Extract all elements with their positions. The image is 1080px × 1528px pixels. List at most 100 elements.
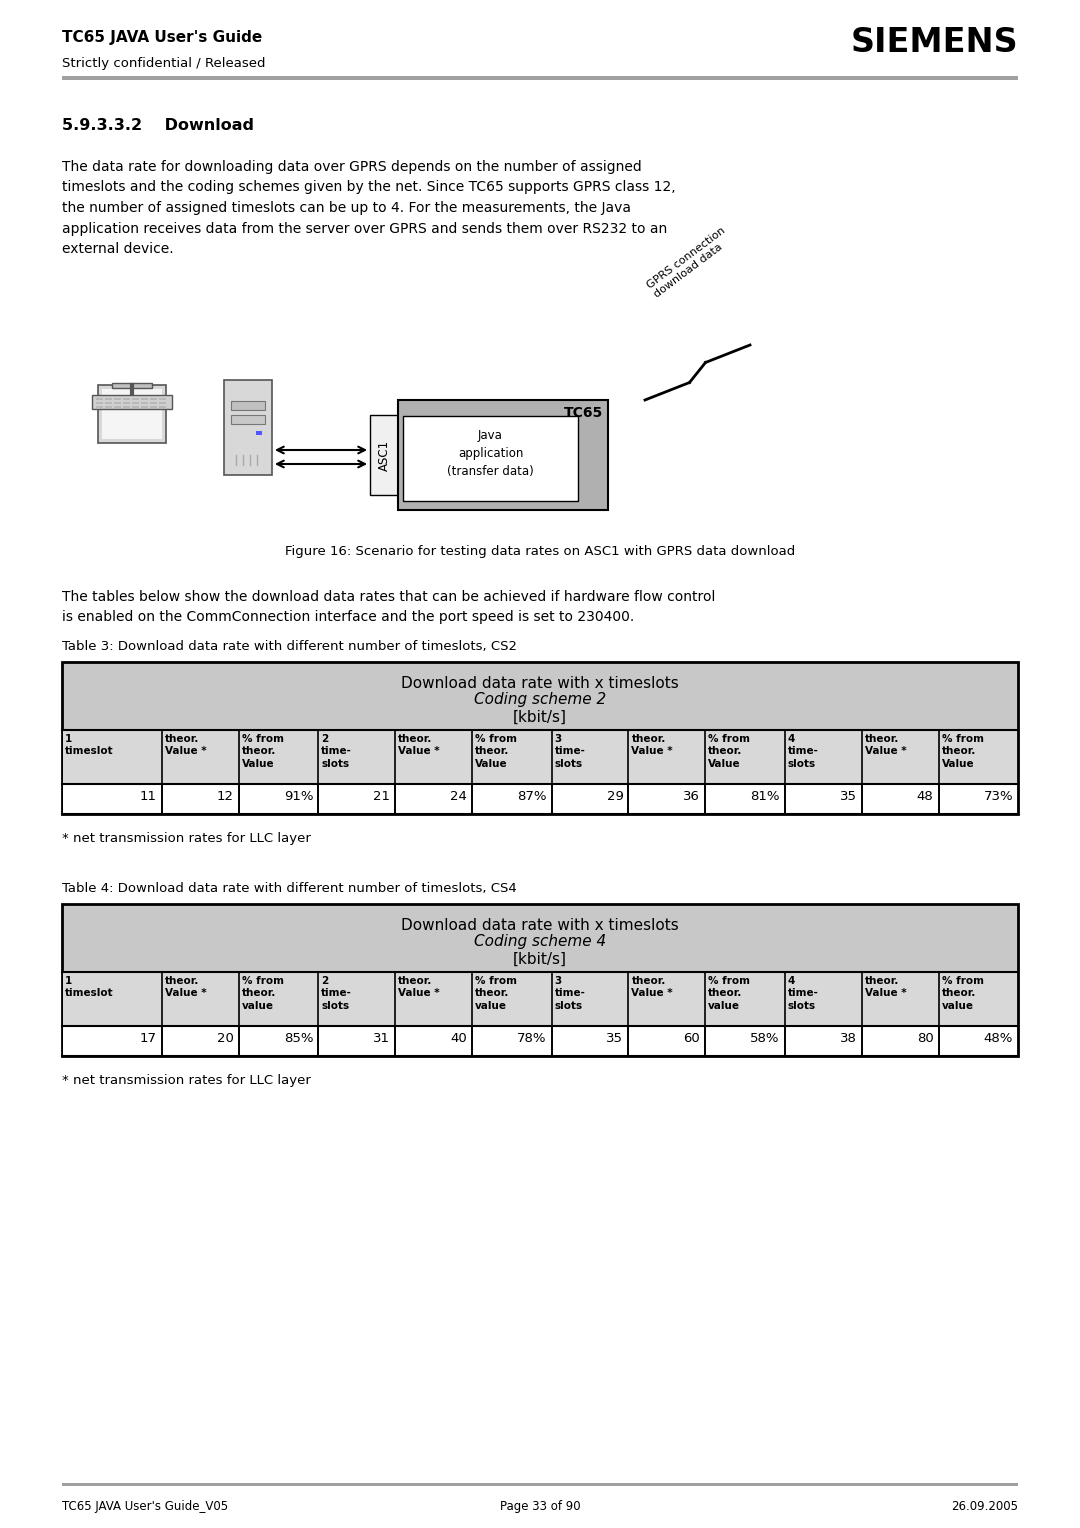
Bar bbox=[159, 402, 166, 403]
Bar bbox=[105, 397, 112, 400]
Bar bbox=[114, 406, 121, 408]
Text: theor.
Value *: theor. Value * bbox=[165, 976, 206, 998]
Text: theor.
Value *: theor. Value * bbox=[865, 976, 906, 998]
Bar bbox=[141, 406, 148, 408]
Text: 35: 35 bbox=[607, 1031, 623, 1045]
Bar bbox=[256, 431, 262, 435]
Text: 78%: 78% bbox=[517, 1031, 546, 1045]
Text: Coding scheme 4: Coding scheme 4 bbox=[474, 934, 606, 949]
Text: 17: 17 bbox=[140, 1031, 157, 1045]
Bar bbox=[150, 397, 157, 400]
Bar bbox=[132, 406, 139, 408]
Text: 2
time-
slots: 2 time- slots bbox=[322, 976, 352, 1012]
Text: ASC1: ASC1 bbox=[378, 440, 391, 471]
Text: 87%: 87% bbox=[517, 790, 546, 804]
Text: 1
timeslot: 1 timeslot bbox=[65, 733, 113, 756]
Text: Strictly confidential / Released: Strictly confidential / Released bbox=[62, 57, 266, 70]
Text: theor.
Value *: theor. Value * bbox=[632, 733, 673, 756]
Text: % from
theor.
Value: % from theor. Value bbox=[242, 733, 284, 769]
Text: 4
time-
slots: 4 time- slots bbox=[787, 976, 819, 1012]
FancyBboxPatch shape bbox=[231, 416, 265, 423]
Text: 48: 48 bbox=[917, 790, 933, 804]
Bar bbox=[141, 397, 148, 400]
Text: theor.
Value *: theor. Value * bbox=[399, 976, 440, 998]
Text: TC65: TC65 bbox=[564, 406, 603, 420]
Text: 58%: 58% bbox=[751, 1031, 780, 1045]
FancyBboxPatch shape bbox=[399, 400, 608, 510]
Text: 11: 11 bbox=[140, 790, 157, 804]
FancyBboxPatch shape bbox=[403, 416, 578, 501]
Bar bbox=[132, 397, 139, 400]
Text: * net transmission rates for LLC layer: * net transmission rates for LLC layer bbox=[62, 833, 311, 845]
Bar bbox=[105, 402, 112, 403]
Text: 38: 38 bbox=[840, 1031, 856, 1045]
Bar bbox=[63, 1025, 1017, 1056]
Text: The tables below show the download data rates that can be achieved if hardware f: The tables below show the download data … bbox=[62, 590, 715, 604]
Text: Page 33 of 90: Page 33 of 90 bbox=[500, 1500, 580, 1513]
Text: TC65 JAVA User's Guide: TC65 JAVA User's Guide bbox=[62, 31, 262, 44]
Text: % from
theor.
value: % from theor. value bbox=[475, 976, 517, 1012]
Bar bbox=[123, 402, 130, 403]
Bar bbox=[141, 402, 148, 403]
Text: % from
theor.
Value: % from theor. Value bbox=[708, 733, 751, 769]
Text: 85%: 85% bbox=[284, 1031, 313, 1045]
Bar bbox=[63, 730, 1017, 784]
FancyBboxPatch shape bbox=[62, 905, 1018, 1056]
Text: 35: 35 bbox=[839, 790, 856, 804]
Text: 24: 24 bbox=[450, 790, 467, 804]
Text: 3
time-
slots: 3 time- slots bbox=[554, 976, 585, 1012]
Text: 20: 20 bbox=[217, 1031, 234, 1045]
Bar bbox=[62, 76, 1018, 79]
Text: 73%: 73% bbox=[984, 790, 1013, 804]
Bar bbox=[114, 402, 121, 403]
Bar bbox=[150, 406, 157, 408]
Text: 4
time-
slots: 4 time- slots bbox=[787, 733, 819, 769]
Text: 80: 80 bbox=[917, 1031, 933, 1045]
Bar bbox=[150, 402, 157, 403]
Text: 12: 12 bbox=[217, 790, 234, 804]
Text: GPRS connection
download data: GPRS connection download data bbox=[645, 226, 734, 299]
Bar bbox=[114, 397, 121, 400]
Text: 26.09.2005: 26.09.2005 bbox=[951, 1500, 1018, 1513]
Text: external device.: external device. bbox=[62, 241, 174, 257]
FancyBboxPatch shape bbox=[98, 385, 166, 443]
Bar bbox=[96, 397, 103, 400]
FancyBboxPatch shape bbox=[112, 384, 152, 388]
Text: Coding scheme 2: Coding scheme 2 bbox=[474, 692, 606, 707]
Text: [kbit/s]: [kbit/s] bbox=[513, 711, 567, 724]
Text: 36: 36 bbox=[684, 790, 700, 804]
Text: timeslots and the coding schemes given by the net. Since TC65 supports GPRS clas: timeslots and the coding schemes given b… bbox=[62, 180, 676, 194]
FancyBboxPatch shape bbox=[224, 380, 272, 475]
Text: Figure 16: Scenario for testing data rates on ASC1 with GPRS data download: Figure 16: Scenario for testing data rat… bbox=[285, 545, 795, 558]
Text: % from
theor.
value: % from theor. value bbox=[942, 976, 984, 1012]
Text: theor.
Value *: theor. Value * bbox=[865, 733, 906, 756]
Text: theor.
Value *: theor. Value * bbox=[165, 733, 206, 756]
Text: % from
theor.
value: % from theor. value bbox=[708, 976, 751, 1012]
FancyBboxPatch shape bbox=[231, 400, 265, 410]
Text: 2
time-
slots: 2 time- slots bbox=[322, 733, 352, 769]
FancyBboxPatch shape bbox=[102, 390, 162, 439]
Text: % from
theor.
Value: % from theor. Value bbox=[942, 733, 984, 769]
Text: 40: 40 bbox=[450, 1031, 467, 1045]
Text: is enabled on the CommConnection interface and the port speed is set to 230400.: is enabled on the CommConnection interfa… bbox=[62, 611, 634, 625]
Text: [kbit/s]: [kbit/s] bbox=[513, 952, 567, 967]
Text: 81%: 81% bbox=[751, 790, 780, 804]
Bar bbox=[63, 972, 1017, 1025]
Text: 3
time-
slots: 3 time- slots bbox=[554, 733, 585, 769]
Bar bbox=[63, 784, 1017, 814]
Text: Table 3: Download data rate with different number of timeslots, CS2: Table 3: Download data rate with differe… bbox=[62, 640, 517, 652]
Text: * net transmission rates for LLC layer: * net transmission rates for LLC layer bbox=[62, 1074, 311, 1086]
Text: the number of assigned timeslots can be up to 4. For the measurements, the Java: the number of assigned timeslots can be … bbox=[62, 202, 631, 215]
Text: 91%: 91% bbox=[284, 790, 313, 804]
Text: theor.
Value *: theor. Value * bbox=[399, 733, 440, 756]
Bar bbox=[96, 402, 103, 403]
Bar bbox=[105, 406, 112, 408]
Text: % from
theor.
value: % from theor. value bbox=[242, 976, 284, 1012]
Text: theor.
Value *: theor. Value * bbox=[632, 976, 673, 998]
FancyBboxPatch shape bbox=[62, 662, 1018, 814]
FancyBboxPatch shape bbox=[92, 396, 172, 410]
Bar bbox=[62, 1484, 1018, 1487]
Text: 1
timeslot: 1 timeslot bbox=[65, 976, 113, 998]
Text: SIEMENS: SIEMENS bbox=[850, 26, 1018, 60]
Bar bbox=[123, 406, 130, 408]
